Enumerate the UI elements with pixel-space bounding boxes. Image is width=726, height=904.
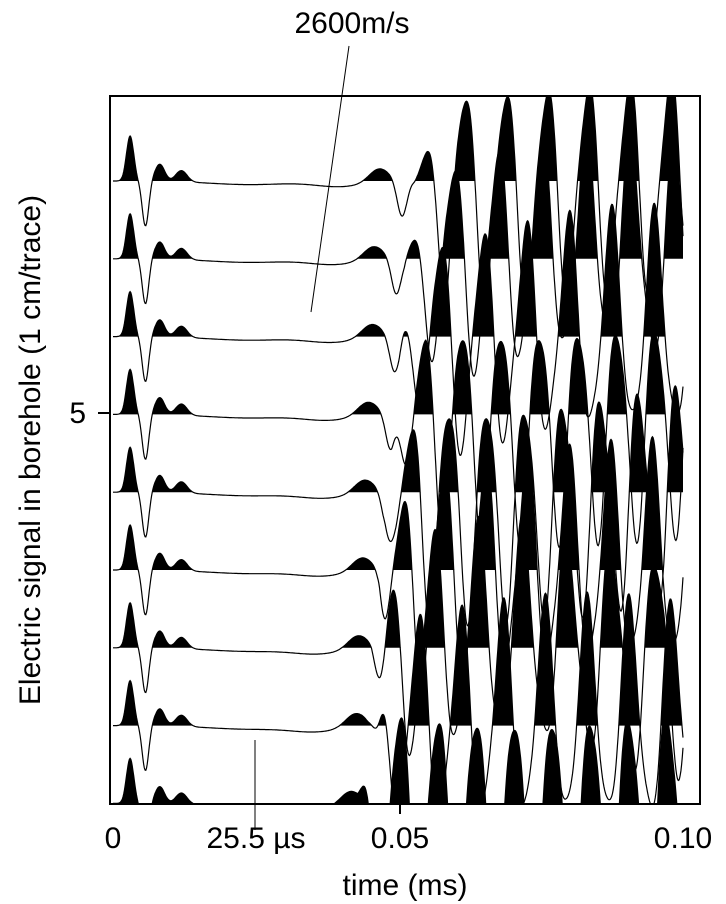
y-axis-label: Electric signal in borehole (1 cm/trace) bbox=[14, 195, 47, 705]
trace-group bbox=[113, 96, 684, 804]
trace-line-4 bbox=[113, 330, 684, 550]
x-tick-label-0-10: 0.10 bbox=[654, 822, 712, 855]
velocity-annotation: 2600m/s bbox=[294, 7, 409, 40]
plot-frame bbox=[109, 95, 701, 805]
trace-fill-8 bbox=[113, 592, 683, 726]
x-tick-label-0: 0 bbox=[105, 822, 122, 855]
trace-fill-4 bbox=[113, 331, 683, 415]
y-tick-label-5: 5 bbox=[69, 397, 86, 430]
time-marker-label: 25.5 µs bbox=[206, 822, 305, 855]
velocity-leader-line bbox=[310, 45, 350, 313]
trace-fill-2 bbox=[113, 125, 683, 259]
trace-fill-3 bbox=[113, 203, 683, 337]
x-axis-label: time (ms) bbox=[343, 869, 468, 902]
trace-fill-9 bbox=[113, 714, 683, 804]
trace-line-1 bbox=[113, 96, 684, 311]
trace-fill-6 bbox=[113, 436, 683, 570]
trace-line-9 bbox=[113, 713, 678, 804]
trace-line-8 bbox=[113, 591, 684, 804]
x-tick-label-0-05: 0.05 bbox=[371, 822, 429, 855]
trace-line-2 bbox=[113, 124, 684, 377]
trace-line-5 bbox=[113, 384, 684, 627]
